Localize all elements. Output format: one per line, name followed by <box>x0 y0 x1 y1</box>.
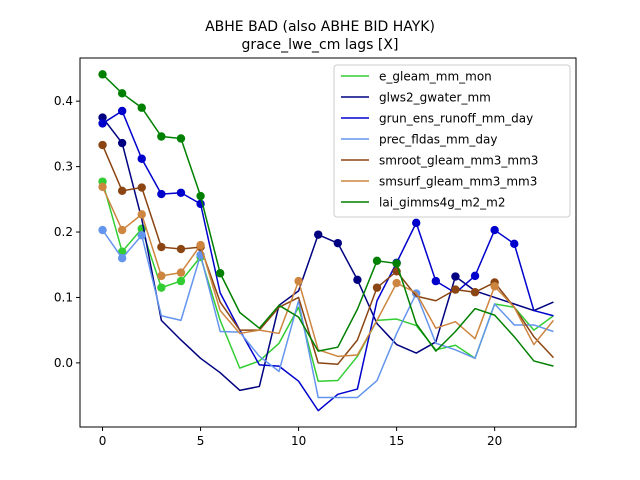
data-point-smroot-gleam-mm3-mm3-19 <box>470 288 480 297</box>
data-point-smsurf-gleam-mm3-mm3-2 <box>137 210 146 219</box>
data-point-grun-ens-runoff-mm-day-16 <box>412 218 421 228</box>
data-point-glws2-gwater-mm-13 <box>353 275 362 284</box>
data-point-smsurf-gleam-mm3-mm3-1 <box>117 225 127 235</box>
y-tick-label: 0.3 <box>54 160 73 174</box>
data-point-smsurf-gleam-mm3-mm3-3 <box>157 271 166 281</box>
legend-box <box>333 64 571 218</box>
data-point-e-gleam-mm-mon-1 <box>117 247 127 256</box>
data-point-smroot-gleam-mm3-mm3-0 <box>98 140 107 150</box>
data-point-glws2-gwater-mm-1 <box>117 138 127 148</box>
legend-label-e-gleam-mm-mon: e_gleam_mm_mon <box>379 70 492 84</box>
data-point-glws2-gwater-mm-0 <box>98 113 107 122</box>
y-tick-label: 0.0 <box>54 356 73 370</box>
data-point-smsurf-gleam-mm3-mm3-4 <box>176 268 186 277</box>
legend-label-lai-gimms4g-m2-m2: lai_gimms4g_m2_m2 <box>379 196 506 210</box>
series-line-prec-fldas-mm-day <box>101 229 554 399</box>
legend-label-smsurf-gleam-mm3-mm3: smsurf_gleam_mm3_mm3 <box>379 175 537 189</box>
data-point-grun-ens-runoff-mm-day-17 <box>431 276 441 286</box>
data-point-smsurf-gleam-mm3-mm3-0 <box>98 182 107 192</box>
data-point-lai-gimms4g-m2-m2-14 <box>372 256 382 266</box>
data-point-grun-ens-runoff-mm-day-2 <box>137 154 146 163</box>
legend-label-prec-fldas-mm-day: prec_fldas_mm_day <box>379 133 498 147</box>
data-point-lai-gimms4g-m2-m2-6 <box>215 269 225 278</box>
data-point-grun-ens-runoff-mm-day-20 <box>490 225 499 235</box>
plot-area <box>98 70 555 412</box>
data-point-smroot-gleam-mm3-mm3-2 <box>137 183 146 192</box>
chart-subtitle: grace_lwe_cm lags [X] <box>242 37 399 53</box>
data-point-grun-ens-runoff-mm-day-1 <box>117 106 127 116</box>
axes-frame <box>79 57 577 428</box>
data-point-lai-gimms4g-m2-m2-1 <box>117 89 127 98</box>
data-point-glws2-gwater-mm-18 <box>451 272 460 281</box>
data-point-e-gleam-mm-mon-3 <box>157 283 166 292</box>
x-tick-label: 0 <box>99 434 107 448</box>
legend-label-grun-ens-runoff-mm-day: grun_ens_runoff_mm_day <box>379 112 533 126</box>
data-point-grun-ens-runoff-mm-day-21 <box>510 239 519 249</box>
data-point-lai-gimms4g-m2-m2-2 <box>137 103 146 112</box>
data-point-prec-fldas-mm-day-2 <box>137 231 146 240</box>
data-point-smsurf-gleam-mm3-mm3-10 <box>294 276 303 286</box>
data-point-lai-gimms4g-m2-m2-3 <box>157 132 166 141</box>
data-point-grun-ens-runoff-mm-day-19 <box>470 271 480 281</box>
chart-title: ABHE BAD (also ABHE BID HAYK) <box>205 19 435 35</box>
data-point-smroot-gleam-mm3-mm3-18 <box>451 285 460 294</box>
y-tick-label: 0.4 <box>54 94 73 108</box>
data-point-grun-ens-runoff-mm-day-0 <box>98 119 107 128</box>
y-tick-label: 0.1 <box>54 290 73 304</box>
data-point-smroot-gleam-mm3-mm3-1 <box>117 186 127 196</box>
x-tick-label: 20 <box>487 434 502 448</box>
data-point-smroot-gleam-mm3-mm3-4 <box>176 244 186 254</box>
axis-ticks: 0 5 10 15 20 0.0 0.1 0.2 0.3 0.4 <box>54 94 502 448</box>
data-point-grun-ens-runoff-mm-day-3 <box>157 189 166 199</box>
x-tick-label: 15 <box>389 434 404 448</box>
legend-label-smroot-gleam-mm3-mm3: smroot_gleam_mm3_mm3 <box>379 154 538 168</box>
data-point-smroot-gleam-mm3-mm3-14 <box>372 283 382 292</box>
data-point-prec-fldas-mm-day-0 <box>98 225 107 235</box>
data-point-smroot-gleam-mm3-mm3-3 <box>157 242 166 252</box>
data-point-smsurf-gleam-mm3-mm3-5 <box>196 240 205 250</box>
x-tick-label: 5 <box>197 434 205 448</box>
data-point-grun-ens-runoff-mm-day-4 <box>176 188 186 197</box>
data-point-smsurf-gleam-mm3-mm3-20 <box>490 282 499 291</box>
y-tick-label: 0.2 <box>54 225 73 239</box>
data-point-glws2-gwater-mm-12 <box>333 238 342 248</box>
data-point-prec-fldas-mm-day-1 <box>117 254 127 263</box>
data-point-glws2-gwater-mm-11 <box>314 230 323 239</box>
data-point-lai-gimms4g-m2-m2-5 <box>196 191 205 201</box>
data-point-lai-gimms4g-m2-m2-15 <box>392 259 401 268</box>
legend-label-glws2-gwater-mm: glws2_gwater_mm <box>379 91 491 105</box>
data-point-lai-gimms4g-m2-m2-4 <box>176 134 186 143</box>
data-point-smsurf-gleam-mm3-mm3-15 <box>392 278 401 288</box>
x-tick-label: 10 <box>291 434 306 448</box>
data-point-lai-gimms4g-m2-m2-0 <box>98 70 107 79</box>
legend: e_gleam_mm_mon glws2_gwater_mm grun_ens_ru… <box>333 64 571 218</box>
data-point-e-gleam-mm-mon-4 <box>176 276 186 286</box>
